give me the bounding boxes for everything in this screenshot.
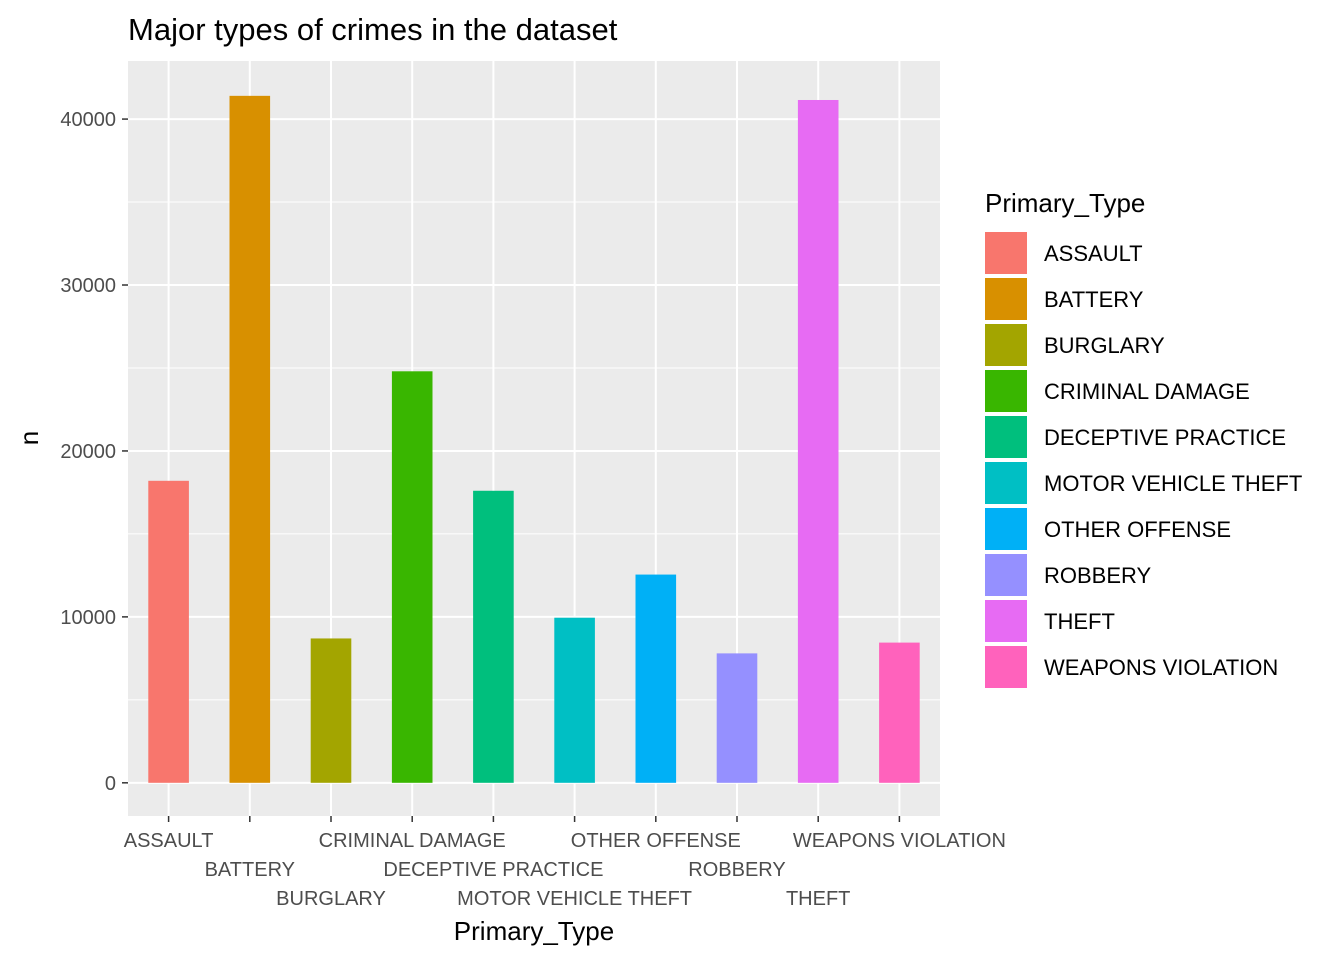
legend-label: CRIMINAL DAMAGE <box>1044 379 1250 404</box>
legend-key <box>985 232 1027 274</box>
y-axis: 0 10000 20000 30000 40000 <box>60 109 128 795</box>
bars <box>148 95 920 783</box>
chart-title: Major types of crimes in the dataset <box>128 12 618 47</box>
legend-label: MOTOR VEHICLE THEFT <box>1044 471 1302 496</box>
legend-key <box>985 646 1027 688</box>
legend-key <box>985 554 1027 596</box>
x-tick-label: WEAPONS VIOLATION <box>793 830 1006 852</box>
legend-key <box>985 278 1027 320</box>
bar-other-offense <box>635 574 677 783</box>
y-tick-label: 0 <box>105 773 116 795</box>
x-tick-label: DECEPTIVE PRACTICE <box>383 859 603 881</box>
x-axis: ASSAULT BATTERY BURGLARY CRIMINAL DAMAGE DEC… <box>124 816 1006 910</box>
legend: Primary_Type ASSAULT BATTERY BURGLARY CRIMI… <box>985 188 1302 688</box>
bar-criminal-damage <box>391 371 433 783</box>
x-tick-label: ASSAULT <box>124 830 214 852</box>
legend-label: THEFT <box>1044 609 1115 634</box>
legend-key <box>985 416 1027 458</box>
x-tick-label: MOTOR VEHICLE THEFT <box>457 888 692 910</box>
y-tick-label: 10000 <box>60 607 116 629</box>
legend-key <box>985 324 1027 366</box>
legend-key <box>985 600 1027 642</box>
bar-burglary <box>310 638 352 783</box>
legend-label: WEAPONS VIOLATION <box>1044 655 1278 680</box>
legend-label: BURGLARY <box>1044 333 1165 358</box>
bar-theft <box>797 99 839 783</box>
y-tick-label: 20000 <box>60 441 116 463</box>
legend-label: BATTERY <box>1044 287 1144 312</box>
bar-weapons-violation <box>879 642 920 783</box>
legend-items: ASSAULT BATTERY BURGLARY CRIMINAL DAMAGE DEC… <box>985 232 1302 688</box>
legend-title: Primary_Type <box>985 188 1145 218</box>
x-tick-label: BATTERY <box>205 859 295 881</box>
x-tick-label: THEFT <box>786 888 850 910</box>
x-axis-title: Primary_Type <box>454 916 614 946</box>
bar-motor-vehicle-theft <box>554 617 595 783</box>
x-tick-label: OTHER OFFENSE <box>571 830 741 852</box>
y-tick-label: 40000 <box>60 109 116 131</box>
legend-label: OTHER OFFENSE <box>1044 517 1231 542</box>
legend-label: DECEPTIVE PRACTICE <box>1044 425 1286 450</box>
bar-robbery <box>716 653 758 783</box>
x-tick-label: CRIMINAL DAMAGE <box>319 830 506 852</box>
legend-key <box>985 508 1027 550</box>
legend-label: ASSAULT <box>1044 241 1143 266</box>
legend-label: ROBBERY <box>1044 563 1152 588</box>
y-tick-label: 30000 <box>60 275 116 297</box>
x-tick-label: ROBBERY <box>688 859 785 881</box>
bar-deceptive-practice <box>473 490 514 783</box>
x-tick-label: BURGLARY <box>276 888 386 910</box>
bar-battery <box>229 95 271 783</box>
y-axis-title: n <box>14 431 44 445</box>
legend-key <box>985 462 1027 504</box>
legend-key <box>985 370 1027 412</box>
bar-assault <box>148 480 189 783</box>
